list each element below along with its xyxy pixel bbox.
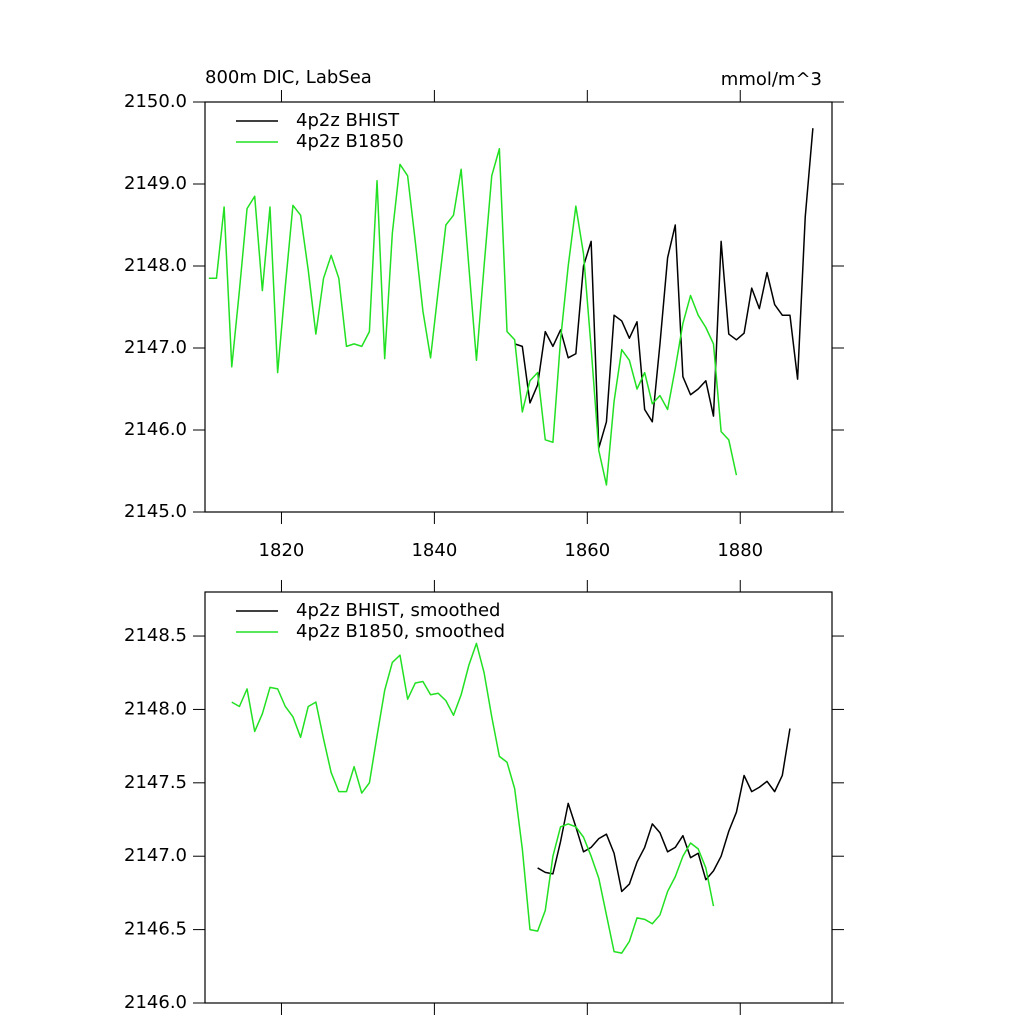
chart-title: 800m DIC, LabSea xyxy=(205,67,372,88)
y-tick-label: 2148.5 xyxy=(124,625,187,646)
legend-label: 4p2z B1850, smoothed xyxy=(296,621,505,642)
x-tick-label: 1820 xyxy=(259,540,305,561)
x-tick-label: 1860 xyxy=(564,540,610,561)
y-tick-label: 2148.0 xyxy=(124,255,187,276)
x-tick-label: 1840 xyxy=(411,540,457,561)
y-tick-label: 2148.0 xyxy=(124,698,187,719)
y-tick-label: 2147.0 xyxy=(124,337,187,358)
legend-label: 4p2z BHIST, smoothed xyxy=(296,600,500,621)
y-tick-label: 2146.5 xyxy=(124,919,187,940)
y-tick-label: 2147.0 xyxy=(124,845,187,866)
data-line xyxy=(231,642,715,954)
data-line xyxy=(514,128,814,449)
y-tick-label: 2149.0 xyxy=(124,173,187,194)
legend-label: 4p2z BHIST xyxy=(296,110,400,131)
y-tick-label: 2145.0 xyxy=(124,501,187,522)
data-line xyxy=(537,728,791,893)
units-label: mmol/m^3 xyxy=(721,69,822,90)
y-tick-label: 2147.5 xyxy=(124,772,187,793)
legend-label: 4p2z B1850 xyxy=(296,131,404,152)
x-tick-label: 1880 xyxy=(717,540,763,561)
plot-frame xyxy=(204,591,833,1004)
data-line xyxy=(208,147,738,486)
y-tick-label: 2146.0 xyxy=(124,992,187,1013)
plot-frame xyxy=(204,101,833,513)
y-tick-label: 2146.0 xyxy=(124,419,187,440)
y-tick-label: 2150.0 xyxy=(124,91,187,112)
